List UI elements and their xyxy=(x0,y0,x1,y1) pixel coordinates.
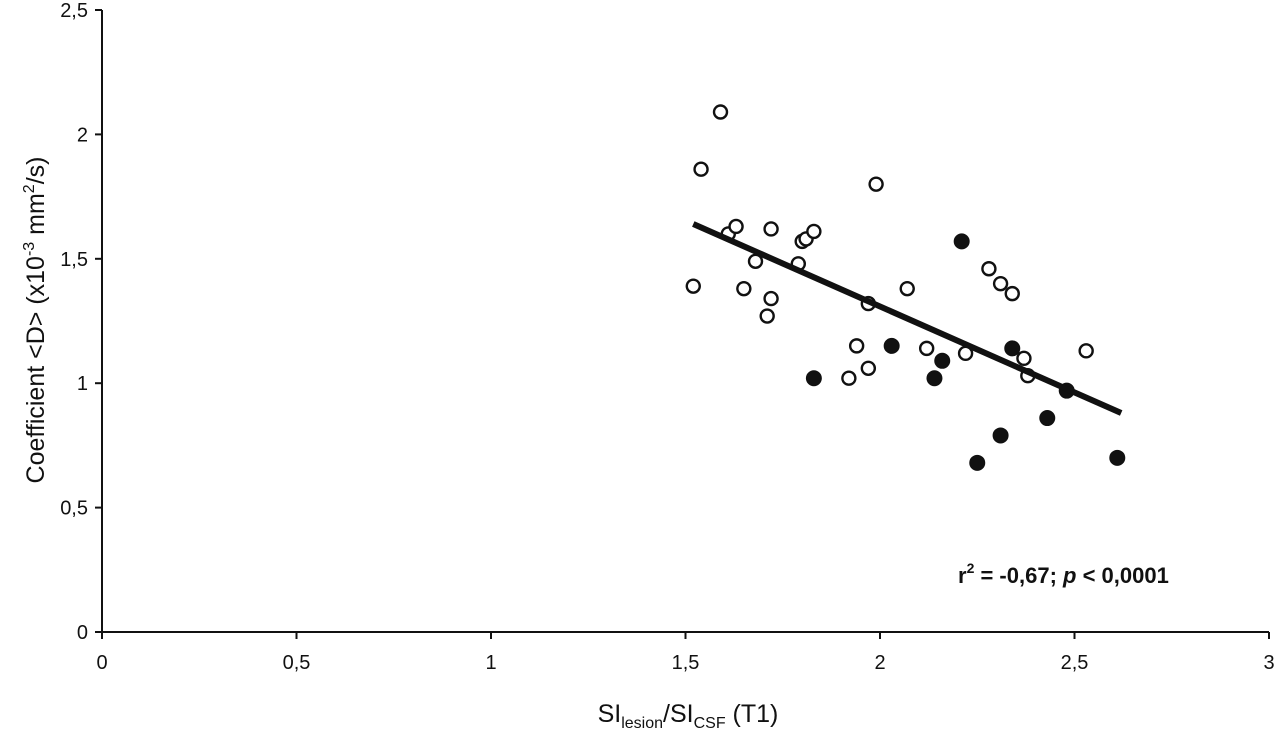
axes xyxy=(101,10,1269,633)
filled-data-point xyxy=(1109,449,1126,466)
open-data-point xyxy=(747,253,764,269)
x-ticks: 0 0,5 1 1,5 2 2,5 3 xyxy=(96,632,1275,674)
filled-data-point xyxy=(992,427,1009,444)
open-data-point xyxy=(712,104,729,120)
open-data-point xyxy=(918,340,935,357)
open-data-point xyxy=(1016,350,1032,367)
data-points xyxy=(685,104,1126,471)
x-tick-label: 1,5 xyxy=(672,652,700,674)
open-data-point xyxy=(899,280,915,297)
y-title-prefix: Coefficient <D> (x10 xyxy=(22,256,50,483)
x-tick-label: 2 xyxy=(874,652,885,674)
filled-data-point xyxy=(883,337,900,354)
open-data-point xyxy=(1004,285,1020,302)
annotation-p: p xyxy=(1062,563,1076,588)
open-data-point xyxy=(763,290,779,307)
y-tick-label: 0,5 xyxy=(60,498,88,520)
y-tick-label: 2 xyxy=(77,124,88,146)
filled-data-point xyxy=(1039,410,1056,427)
filled-data-point xyxy=(805,370,822,387)
filled-data-point xyxy=(926,370,943,387)
y-title-sup-exponent: -3 xyxy=(21,242,38,256)
filled-data-point xyxy=(934,352,951,369)
open-data-point xyxy=(981,261,997,277)
y-tick-label: 1,5 xyxy=(60,249,88,271)
annotation-p-value: < 0,0001 xyxy=(1076,563,1168,588)
open-data-point xyxy=(759,308,775,324)
open-data-point xyxy=(860,360,877,376)
open-data-point xyxy=(685,278,701,294)
filled-data-point xyxy=(953,233,970,250)
filled-data-point xyxy=(969,454,986,471)
x-tick-label: 1 xyxy=(485,652,496,674)
y-title-sup-squared: 2 xyxy=(21,184,38,193)
x-title-slash-si: /SI xyxy=(663,700,694,728)
regression-line xyxy=(692,221,1123,416)
open-data-point xyxy=(728,218,744,235)
y-tick-label: 0 xyxy=(77,622,88,644)
x-title-sub-csf: CSF xyxy=(694,715,726,732)
open-data-point xyxy=(693,161,709,177)
open-data-point xyxy=(736,280,752,297)
open-data-point xyxy=(992,275,1009,292)
x-tick-label: 3 xyxy=(1263,652,1274,674)
x-axis-title: SIlesion/SICSF (T1) xyxy=(598,700,779,732)
x-title-suffix: (T1) xyxy=(726,700,779,728)
correlation-annotation: r2 = -0,67; p < 0,0001 xyxy=(958,560,1169,588)
open-data-point xyxy=(841,370,857,386)
x-tick-label: 0,5 xyxy=(283,652,311,674)
y-axis-title: Coefficient <D> (x10-3 mm2/s) xyxy=(21,157,50,484)
y-title-suffix: /s) xyxy=(22,157,50,185)
x-tick-label: 2,5 xyxy=(1061,652,1089,674)
y-title-unit-mm: mm xyxy=(22,193,50,242)
open-data-point xyxy=(1078,343,1094,359)
y-tick-label: 2,5 xyxy=(60,0,88,22)
open-data-point xyxy=(848,338,865,354)
annotation-statistic: = -0,67; xyxy=(974,563,1063,588)
annotation-r: r xyxy=(958,563,967,588)
open-data-point xyxy=(763,221,779,237)
x-tick-label: 0 xyxy=(96,652,107,674)
open-data-point xyxy=(806,223,822,240)
annotation-r-superscript: 2 xyxy=(967,560,975,576)
y-ticks: 0 0,5 1 1,5 2 2,5 xyxy=(60,0,102,644)
x-title-sub-lesion: lesion xyxy=(621,715,663,732)
open-data-point xyxy=(868,176,884,192)
filled-data-point xyxy=(1004,340,1021,357)
x-title-si-1: SI xyxy=(598,700,622,728)
y-tick-label: 1 xyxy=(77,373,88,395)
